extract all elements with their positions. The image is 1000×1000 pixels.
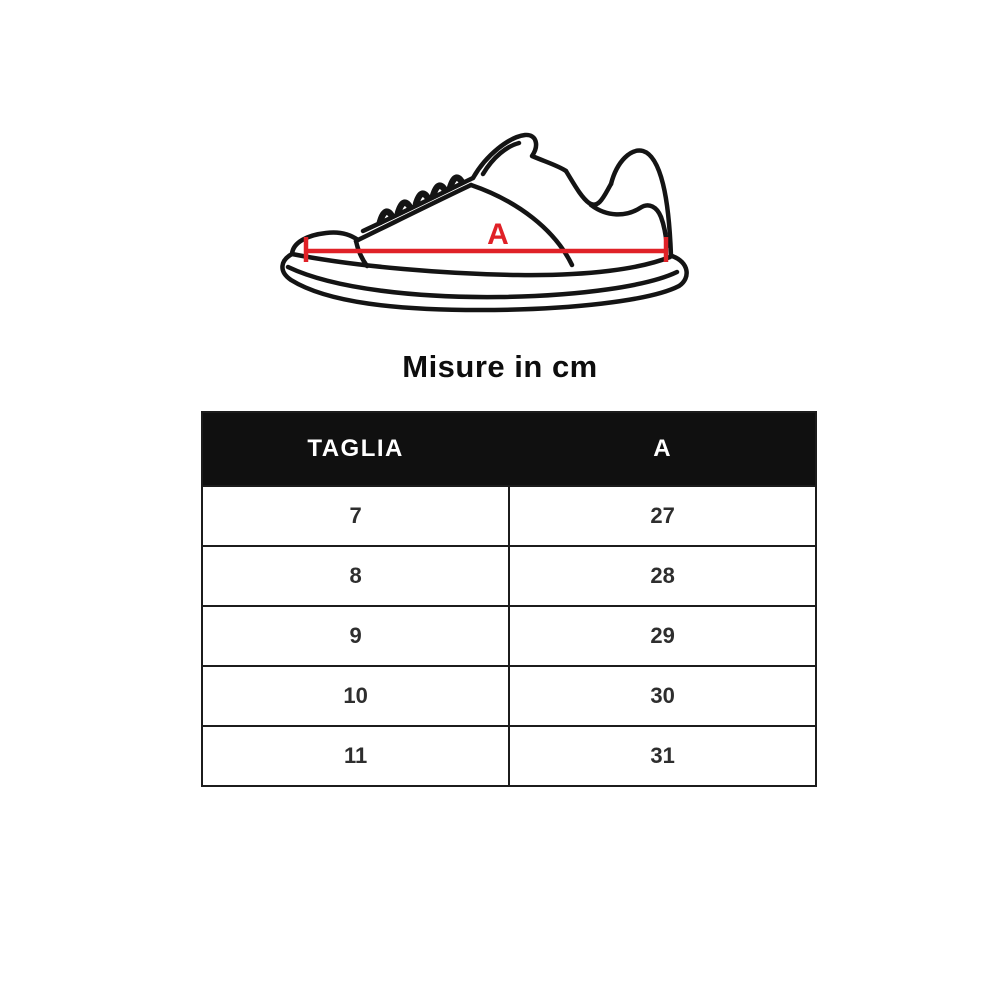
measurement-label: A bbox=[487, 218, 509, 251]
table-row: 10 30 bbox=[203, 665, 815, 725]
cell-size: 7 bbox=[203, 487, 511, 545]
header-cell-a: A bbox=[653, 435, 673, 462]
cell-measure: 31 bbox=[650, 743, 675, 768]
cell-size: 9 bbox=[203, 607, 511, 665]
table-header-row: TAGLIA A bbox=[203, 413, 815, 485]
table-row: 9 29 bbox=[203, 605, 815, 665]
cell-measure: 29 bbox=[650, 623, 675, 648]
cell-size: 10 bbox=[203, 667, 511, 725]
cell-measure: 30 bbox=[650, 683, 675, 708]
table-row: 8 28 bbox=[203, 545, 815, 605]
shoe-outline bbox=[280, 132, 689, 313]
table-row: 7 27 bbox=[203, 485, 815, 545]
header-cell-taglia: TAGLIA bbox=[203, 413, 511, 485]
laces bbox=[376, 174, 466, 226]
table-row: 11 31 bbox=[203, 725, 815, 785]
cell-measure: 27 bbox=[650, 503, 675, 528]
size-table: TAGLIA A 7 27 8 28 9 29 10 30 11 31 bbox=[201, 411, 817, 787]
sneaker-illustration: A bbox=[280, 132, 689, 313]
page-title: Misure in cm bbox=[402, 349, 598, 384]
measurement-line bbox=[303, 237, 669, 262]
cell-measure: 28 bbox=[650, 563, 675, 588]
cell-size: 11 bbox=[203, 727, 511, 785]
cell-size: 8 bbox=[203, 547, 511, 605]
